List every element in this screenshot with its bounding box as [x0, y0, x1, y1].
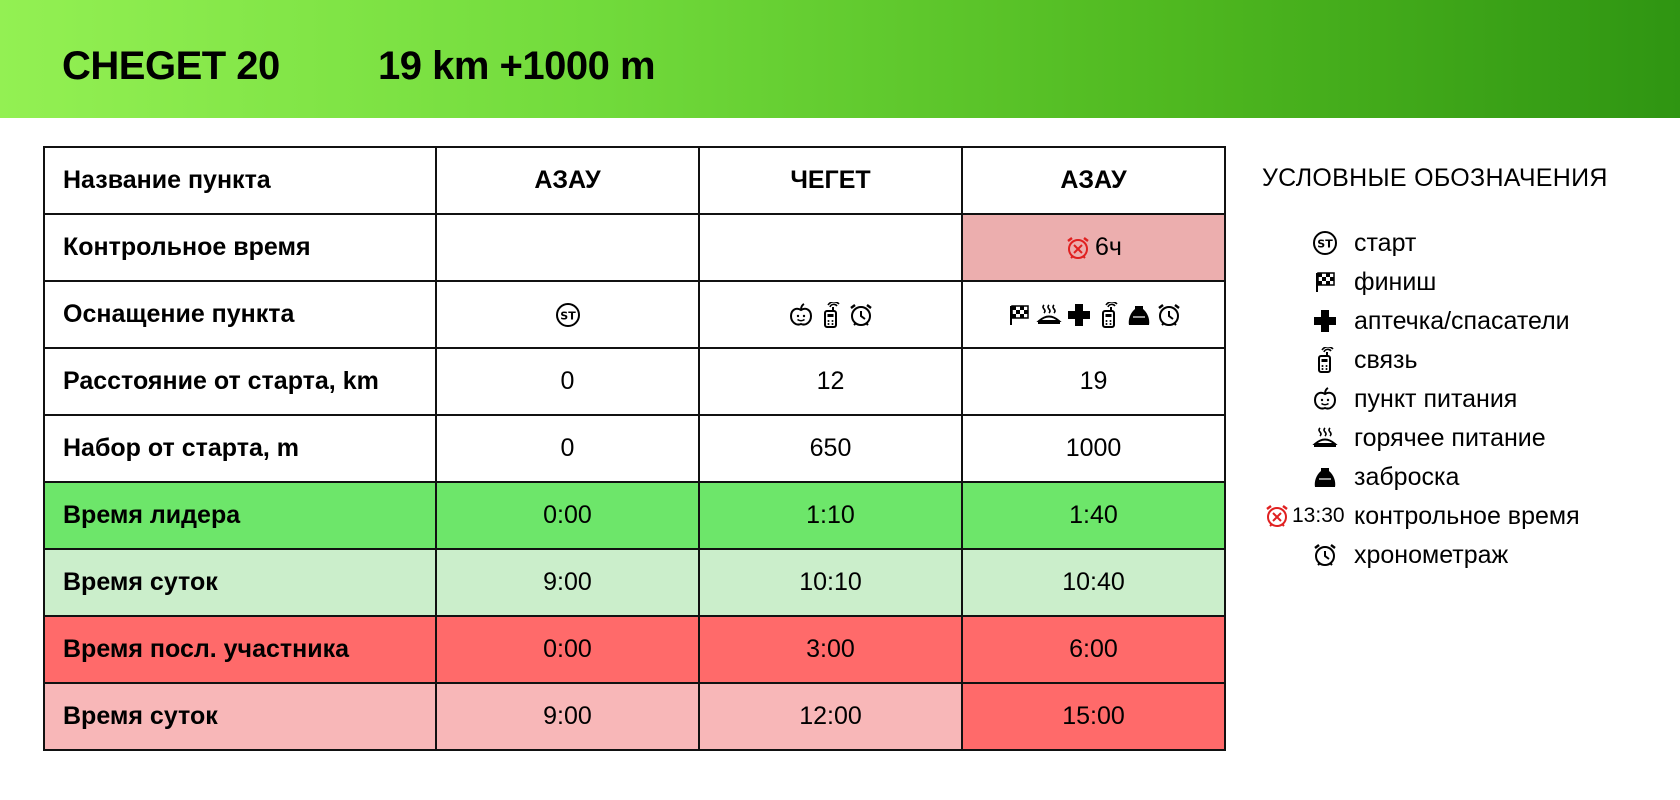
header-label: Название пункта	[43, 146, 437, 215]
legend-title: УСЛОВНЫЕ ОБОЗНАЧЕНИЯ	[1262, 164, 1608, 192]
legend-label: заброска	[1354, 463, 1460, 491]
cutoff-alarm-icon	[1065, 235, 1091, 261]
table-cell: 0	[435, 414, 700, 483]
hot-food-icon	[1036, 302, 1062, 328]
table-cell: 10:40	[961, 548, 1226, 617]
chrono-icon	[1312, 542, 1338, 568]
drop-bag-icon	[1126, 302, 1152, 328]
table-cell: 0:00	[435, 615, 700, 684]
column-header-azau-start: АЗАУ	[435, 146, 700, 215]
table-cell: 3:00	[698, 615, 963, 684]
cutoff-example-time: 13:30	[1292, 504, 1345, 527]
legend-label: аптечка/спасатели	[1354, 307, 1570, 335]
race-stats: 19 km +1000 m	[378, 44, 656, 88]
table-cell: 1000	[961, 414, 1226, 483]
table-header-row: Название пункта АЗАУ ЧЕГЕТ АЗАУ	[43, 146, 1226, 215]
table-row: Контрольное время 6ч	[43, 213, 1226, 282]
legend-label: горячее питание	[1354, 424, 1546, 452]
row-label: Время лидера	[43, 481, 437, 550]
table-cell: 6:00	[961, 615, 1226, 684]
food-icon	[788, 302, 814, 328]
cutoff-alarm-icon	[1264, 503, 1290, 529]
table-cell: 1:40	[961, 481, 1226, 550]
radio-icon	[818, 302, 844, 328]
row-label: Контрольное время	[43, 213, 437, 282]
food-icon	[1312, 386, 1338, 412]
table-cell: 650	[698, 414, 963, 483]
table-row: Оснащение пункта	[43, 280, 1226, 349]
legend-item: горячее питание	[1262, 419, 1642, 458]
table-row: Время суток 9:00 10:10 10:40	[43, 548, 1226, 617]
chrono-icon	[1156, 302, 1182, 328]
chrono-icon	[848, 302, 874, 328]
table-row: Время суток 9:00 12:00 15:00	[43, 682, 1226, 751]
legend-item: заброска	[1262, 458, 1642, 497]
row-label: Оснащение пункта	[43, 280, 437, 349]
legend-label: финиш	[1354, 268, 1437, 296]
row-label: Время суток	[43, 548, 437, 617]
checkpoint-table: Название пункта АЗАУ ЧЕГЕТ АЗАУ Контроль…	[43, 146, 1226, 751]
medical-icon	[1066, 302, 1092, 328]
table-cell: 10:10	[698, 548, 963, 617]
start-icon	[1312, 230, 1338, 256]
row-label: Расстояние от старта, km	[43, 347, 437, 416]
column-header-azau-finish: АЗАУ	[961, 146, 1226, 215]
legend-item: пункт питания	[1262, 380, 1642, 419]
table-cell: 9:00	[435, 682, 700, 751]
control-time-cell: 6ч	[961, 213, 1226, 282]
legend-item: аптечка/спасатели	[1262, 302, 1642, 341]
row-label: Время суток	[43, 682, 437, 751]
cutoff-legend-marker: 13:30	[1264, 503, 1345, 529]
legend-item: связь	[1262, 341, 1642, 380]
table-cell	[435, 280, 700, 349]
legend-label: связь	[1354, 346, 1418, 374]
table-cell: 12:00	[698, 682, 963, 751]
table-row: Расстояние от старта, km 0 12 19	[43, 347, 1226, 416]
table-row: Набор от старта, m 0 650 1000	[43, 414, 1226, 483]
medical-icon	[1312, 308, 1338, 334]
radio-icon	[1312, 347, 1338, 373]
legend-item: 13:30 контрольное время	[1262, 497, 1642, 536]
legend-item: старт	[1262, 224, 1642, 263]
finish-icon	[1006, 302, 1032, 328]
radio-icon	[1096, 302, 1122, 328]
table-cell: 0:00	[435, 481, 700, 550]
legend-label: старт	[1354, 229, 1417, 257]
row-label: Набор от старта, m	[43, 414, 437, 483]
drop-bag-icon	[1312, 464, 1338, 490]
table-cell: 12	[698, 347, 963, 416]
column-header-cheget: ЧЕГЕТ	[698, 146, 963, 215]
legend-item: хронометраж	[1262, 536, 1642, 575]
legend-label: контрольное время	[1354, 502, 1580, 530]
finish-icon	[1312, 269, 1338, 295]
legend-list: старт финиш аптечка/спасатели связь пунк…	[1262, 224, 1642, 575]
legend: УСЛОВНЫЕ ОБОЗНАЧЕНИЯ старт финиш аптечка…	[1262, 164, 1608, 569]
legend-label: пункт питания	[1354, 385, 1518, 413]
table-cell: 1:10	[698, 481, 963, 550]
table-cell	[435, 213, 700, 282]
table-cell: 9:00	[435, 548, 700, 617]
control-time-value: 6ч	[1095, 233, 1122, 262]
table-cell	[698, 213, 963, 282]
race-title: CHEGET 20	[62, 44, 280, 88]
legend-label: хронометраж	[1354, 541, 1509, 569]
table-cell	[961, 280, 1226, 349]
table-cell	[698, 280, 963, 349]
table-row: Время лидера 0:00 1:10 1:40	[43, 481, 1226, 550]
header-banner: CHEGET 20 19 km +1000 m	[0, 0, 1680, 118]
legend-item: финиш	[1262, 263, 1642, 302]
row-label: Время посл. участника	[43, 615, 437, 684]
table-cell: 19	[961, 347, 1226, 416]
table-cell: 0	[435, 347, 700, 416]
table-row: Время посл. участника 0:00 3:00 6:00	[43, 615, 1226, 684]
hot-food-icon	[1312, 425, 1338, 451]
table-cell: 15:00	[961, 682, 1226, 751]
start-icon	[555, 302, 581, 328]
